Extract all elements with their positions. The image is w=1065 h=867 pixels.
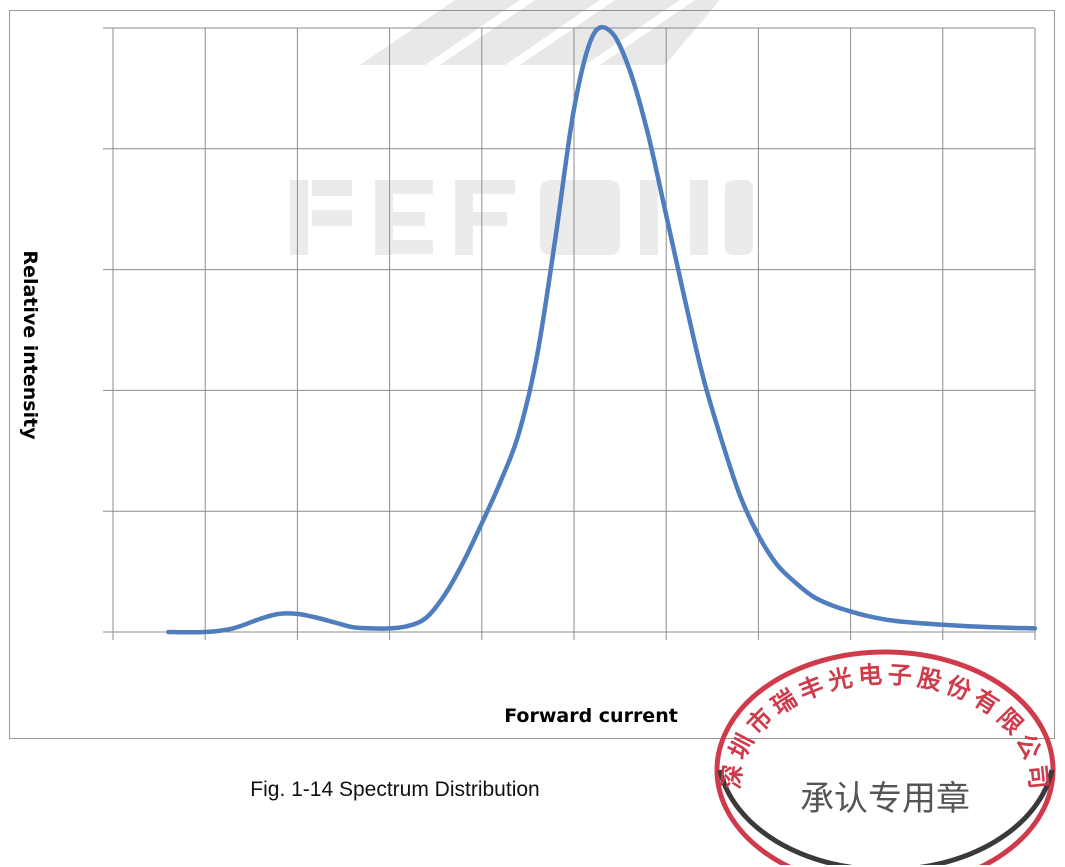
x-axis-label: Forward current	[504, 705, 678, 727]
figure-caption: Fig. 1-14 Spectrum Distribution	[250, 778, 540, 801]
chart-series-layer	[166, 24, 1038, 635]
spectrum-series-line	[166, 24, 1038, 635]
seal-arc-text: 深圳市瑞丰光电子股份有限公司	[717, 661, 1052, 791]
seal-center-text: 承认专用章	[800, 779, 970, 819]
company-seal: 深圳市瑞丰光电子股份有限公司 承认专用章	[714, 649, 1056, 865]
chart-grid	[103, 27, 1036, 640]
y-axis-label: Relative intensity	[19, 250, 41, 440]
